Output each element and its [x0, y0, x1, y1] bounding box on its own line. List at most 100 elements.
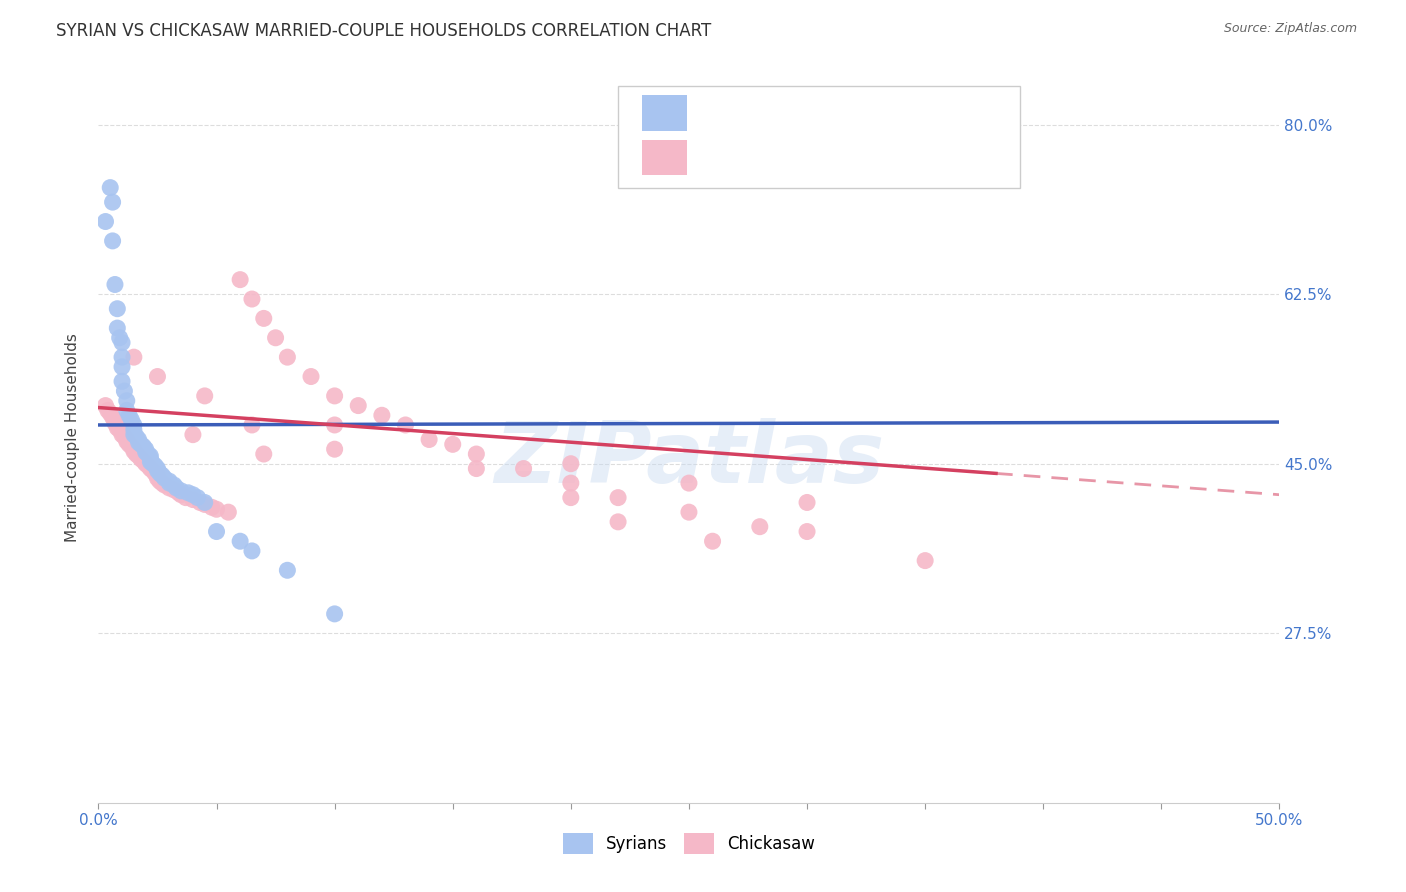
- Point: [97, 403, 120, 417]
- Point: [465, 447, 488, 461]
- Point: [104, 277, 127, 292]
- Point: [111, 427, 134, 442]
- Point: [98, 406, 121, 420]
- Point: [118, 437, 141, 451]
- Text: ZIPatlas: ZIPatlas: [494, 417, 884, 500]
- Point: [194, 389, 217, 403]
- Point: [146, 369, 169, 384]
- Point: [142, 457, 165, 471]
- Point: [253, 447, 276, 461]
- Point: [105, 421, 128, 435]
- Point: [136, 447, 159, 461]
- Point: [153, 471, 176, 485]
- Point: [122, 350, 145, 364]
- Point: [136, 458, 159, 473]
- Point: [129, 437, 152, 451]
- Point: [146, 468, 169, 483]
- Point: [105, 417, 128, 432]
- Point: [560, 491, 582, 505]
- Point: [702, 534, 724, 549]
- Point: [105, 321, 128, 335]
- Point: [187, 491, 209, 505]
- Point: [188, 495, 211, 509]
- Point: [240, 544, 263, 558]
- Point: [264, 331, 287, 345]
- Point: [276, 563, 298, 577]
- Point: [607, 491, 630, 505]
- Point: [347, 399, 370, 413]
- Point: [111, 375, 134, 389]
- Point: [143, 458, 166, 473]
- Point: [441, 437, 464, 451]
- Text: R =  0.010: R = 0.010: [700, 106, 796, 124]
- Point: [150, 476, 173, 491]
- Point: [115, 434, 138, 449]
- Point: [104, 416, 127, 430]
- Point: [201, 500, 224, 515]
- Bar: [641, 140, 686, 175]
- Point: [98, 180, 121, 194]
- Point: [323, 417, 346, 432]
- Point: [132, 439, 155, 453]
- Point: [125, 429, 148, 443]
- Point: [101, 410, 124, 425]
- Text: N = 53: N = 53: [884, 106, 952, 124]
- Point: [194, 497, 217, 511]
- Text: N = 78: N = 78: [884, 151, 952, 169]
- Point: [115, 433, 138, 447]
- Point: [115, 403, 138, 417]
- Point: [276, 350, 298, 364]
- Point: [122, 427, 145, 442]
- Point: [135, 442, 157, 457]
- Point: [112, 384, 135, 398]
- Point: [94, 399, 117, 413]
- Point: [560, 476, 582, 491]
- Point: [132, 454, 155, 468]
- Point: [122, 423, 145, 437]
- Point: [146, 471, 169, 485]
- Point: [512, 461, 534, 475]
- Point: [678, 476, 700, 491]
- Point: [146, 463, 169, 477]
- Point: [240, 417, 263, 432]
- Point: [181, 492, 204, 507]
- Point: [323, 607, 346, 621]
- Point: [560, 457, 582, 471]
- Point: [143, 467, 166, 481]
- Point: [678, 505, 700, 519]
- FancyBboxPatch shape: [619, 86, 1019, 188]
- Point: [112, 429, 135, 443]
- Point: [118, 409, 141, 423]
- Point: [139, 461, 162, 475]
- Point: [323, 442, 346, 457]
- Y-axis label: Married-couple Households: Married-couple Households: [65, 333, 80, 541]
- Point: [229, 273, 252, 287]
- Point: [122, 417, 145, 432]
- Point: [149, 474, 172, 488]
- Point: [121, 439, 143, 453]
- Point: [796, 524, 818, 539]
- Point: [94, 214, 117, 228]
- Point: [181, 427, 204, 442]
- Point: [418, 433, 440, 447]
- Point: [139, 449, 162, 463]
- Point: [205, 502, 228, 516]
- Point: [135, 445, 157, 459]
- Point: [122, 444, 145, 458]
- Point: [205, 524, 228, 539]
- Text: SYRIAN VS CHICKASAW MARRIED-COUPLE HOUSEHOLDS CORRELATION CHART: SYRIAN VS CHICKASAW MARRIED-COUPLE HOUSE…: [56, 22, 711, 40]
- Point: [163, 478, 186, 492]
- Point: [101, 195, 124, 210]
- Point: [153, 478, 176, 492]
- Point: [150, 468, 173, 483]
- Point: [165, 481, 187, 495]
- Point: [984, 108, 1007, 122]
- Point: [149, 467, 172, 481]
- Point: [914, 553, 936, 567]
- Point: [157, 474, 180, 488]
- Point: [157, 481, 180, 495]
- Legend: Syrians, Chickasaw: Syrians, Chickasaw: [555, 827, 823, 860]
- Point: [796, 495, 818, 509]
- Point: [111, 425, 134, 439]
- Point: [253, 311, 276, 326]
